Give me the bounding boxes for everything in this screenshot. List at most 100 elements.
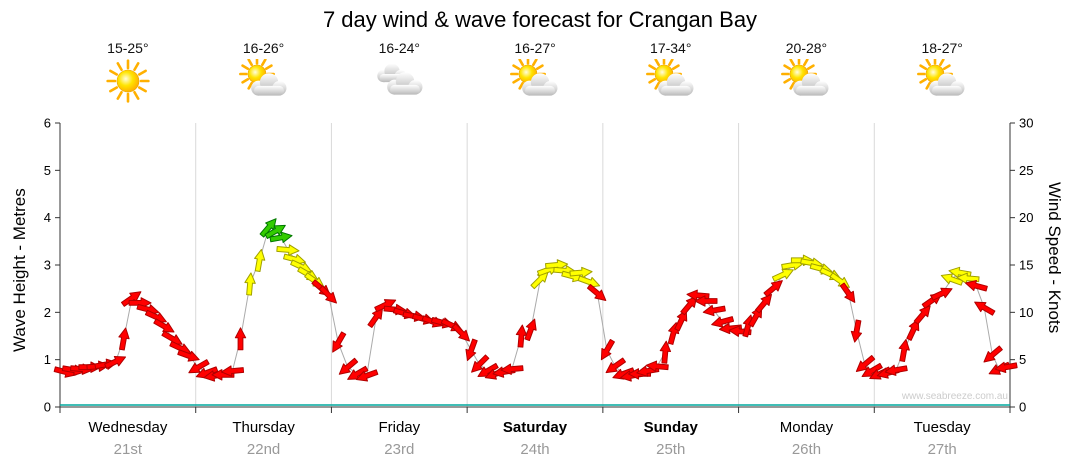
day-label: Thursday 22nd <box>196 419 332 458</box>
wind-arrow <box>355 369 379 382</box>
wind-arrow <box>680 295 698 316</box>
day-name: Monday <box>779 419 834 436</box>
day-temperature-range: 16-24° <box>378 40 420 56</box>
day-name: Tuesday <box>913 419 971 436</box>
wind-arrow <box>659 340 672 364</box>
forecast-day-column: 20-28° <box>739 40 875 105</box>
wind-arrow <box>177 349 200 362</box>
wind-arrow <box>906 318 920 341</box>
page-title: 7 day wind & wave forecast for Crangan B… <box>322 7 758 32</box>
day-temperature-range: 15-25° <box>107 40 149 56</box>
wind-arrow <box>220 365 245 377</box>
wind-arrow <box>515 324 528 348</box>
wind-arrow <box>586 283 607 301</box>
partly-icon <box>238 56 287 96</box>
right-axis-title: Wind Speed - Knots <box>1045 182 1064 334</box>
day-name: Saturday <box>502 419 568 436</box>
day-label: Friday 23rd <box>331 419 467 458</box>
wind-arrow <box>829 272 850 288</box>
sunny-icon <box>106 59 150 103</box>
day-name: Friday <box>378 419 421 436</box>
right-axis-tick-label: 10 <box>1019 305 1033 320</box>
wind-arrow <box>374 299 397 313</box>
wind-arrow <box>884 364 908 376</box>
day-date: 26th <box>791 441 822 458</box>
day-date: 22nd <box>246 441 281 458</box>
wind-arrow <box>577 275 601 288</box>
wind-arrow <box>861 362 883 377</box>
wind-arrow <box>763 280 783 298</box>
watermark: www.seabreeze.com.au <box>901 391 1008 402</box>
wind-arrow <box>855 354 876 372</box>
day-label: Monday 26th <box>739 419 875 458</box>
wind-arrow <box>674 309 688 332</box>
wind-arrow <box>338 357 359 375</box>
day-date: 24th <box>520 441 550 458</box>
wind-arrow <box>269 231 293 243</box>
wind-arrow <box>244 272 256 296</box>
wind-arrow <box>530 270 549 290</box>
weather-icon <box>874 56 1010 105</box>
wind-arrow <box>121 291 142 307</box>
wind-arrow <box>994 361 1018 373</box>
day-date: 21st <box>113 441 143 458</box>
wind-arrow <box>264 224 286 239</box>
wind-arrow <box>104 355 127 369</box>
right-axis-tick-label: 20 <box>1019 210 1033 225</box>
wind-arrow <box>983 345 1003 363</box>
wind-arrow <box>471 354 490 373</box>
day-name: Thursday <box>232 419 295 436</box>
wind-arrow <box>600 338 615 361</box>
wind-arrow <box>234 327 247 351</box>
right-axis-tick-label: 5 <box>1019 352 1026 367</box>
partly-icon <box>510 56 558 96</box>
wind-arrow <box>702 304 726 317</box>
wind-arrow <box>254 248 266 273</box>
forecast-day-column: 16-26° <box>196 40 332 105</box>
wind-arrow <box>771 268 794 282</box>
day-label: Tuesday 27th <box>874 419 1010 458</box>
wind-arrow <box>964 280 988 292</box>
wind-arrow <box>524 318 537 342</box>
partly-icon <box>781 56 829 96</box>
left-axis-tick-label: 1 <box>44 352 51 367</box>
weather-icon <box>739 56 875 105</box>
left-axis-tick-label: 4 <box>44 210 51 225</box>
wind-arrow <box>605 357 626 374</box>
weather-icon <box>467 56 603 105</box>
weather-icon <box>603 56 739 105</box>
day-temperature-range: 18-27° <box>921 40 963 56</box>
wind-arrow <box>850 319 863 343</box>
forecast-day-column: 17-34° <box>603 40 739 105</box>
wind-arrow <box>645 360 669 372</box>
day-temperature-range: 20-28° <box>785 40 828 56</box>
left-axis-tick-label: 3 <box>44 258 51 273</box>
weather-icon <box>196 56 332 105</box>
wind-arrow <box>913 305 931 325</box>
wind-arrow <box>465 338 478 362</box>
wind-arrow <box>276 244 300 256</box>
wind-arrow <box>347 365 369 380</box>
wind-arrow <box>711 316 735 328</box>
wind-arrow <box>898 338 910 362</box>
day-temperature-range: 16-26° <box>242 40 285 56</box>
wind-arrow <box>839 282 856 303</box>
day-label: Saturday 24th <box>467 419 603 458</box>
forecast-day-column: 16-24° <box>331 40 467 105</box>
day-date: 23rd <box>384 441 415 458</box>
right-axis-tick-label: 15 <box>1019 258 1033 273</box>
wind-arrow <box>367 307 384 328</box>
wind-arrow <box>694 295 718 307</box>
wind-arrow <box>451 323 470 342</box>
wind-arrow <box>128 297 152 309</box>
wind-arrow <box>930 287 953 301</box>
day-label: Wednesday 21st <box>60 419 196 458</box>
partly-icon <box>645 56 694 96</box>
day-name: Wednesday <box>88 419 168 436</box>
day-labels-row: Wednesday 21st Thursday 22nd Friday 23rd… <box>60 419 1010 458</box>
left-axis-tick-label: 0 <box>44 400 51 415</box>
wind-arrow <box>188 359 210 374</box>
partly-icon <box>917 56 965 96</box>
